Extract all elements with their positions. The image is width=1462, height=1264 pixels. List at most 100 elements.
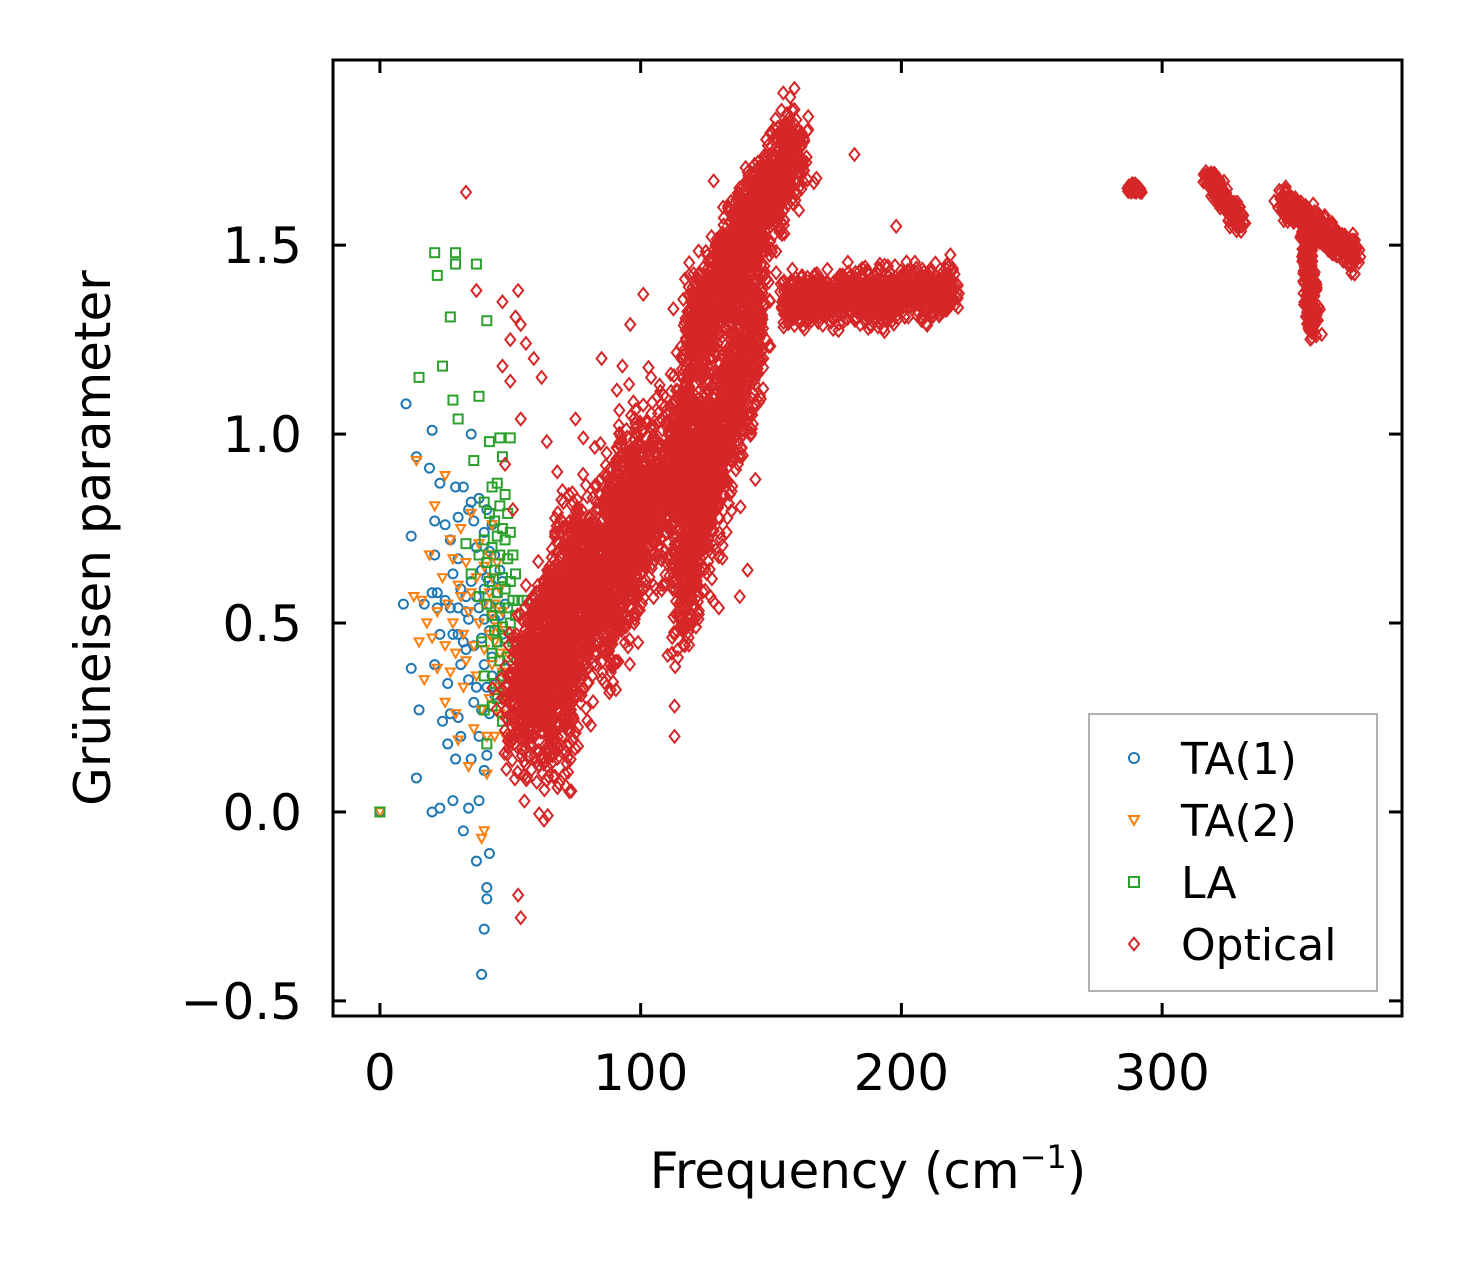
data-point bbox=[603, 531, 617, 548]
data-point bbox=[801, 108, 815, 125]
data-point bbox=[444, 311, 456, 323]
data-point bbox=[510, 568, 522, 580]
data-point bbox=[748, 376, 762, 393]
data-point bbox=[569, 630, 583, 646]
data-point bbox=[599, 457, 613, 474]
data-point bbox=[558, 663, 571, 679]
data-point bbox=[639, 481, 652, 498]
data-point bbox=[522, 705, 536, 722]
data-point bbox=[571, 656, 585, 673]
data-point bbox=[513, 722, 526, 739]
data-point bbox=[470, 671, 483, 683]
data-point bbox=[563, 783, 576, 800]
data-point bbox=[609, 681, 623, 698]
data-point bbox=[723, 359, 737, 376]
data-point bbox=[412, 637, 426, 649]
data-point bbox=[788, 101, 801, 118]
data-point bbox=[470, 855, 482, 867]
data-point bbox=[542, 768, 555, 785]
data-point bbox=[738, 423, 752, 440]
data-point bbox=[631, 634, 645, 651]
data-point bbox=[746, 337, 760, 354]
data-point bbox=[397, 598, 409, 610]
data-point bbox=[512, 687, 525, 704]
data-point bbox=[530, 584, 543, 600]
data-point bbox=[686, 489, 699, 506]
data-point bbox=[536, 713, 549, 730]
data-point bbox=[561, 764, 575, 781]
data-point bbox=[734, 499, 747, 515]
data-point bbox=[457, 682, 470, 694]
data-point bbox=[692, 360, 706, 377]
data-point bbox=[692, 602, 706, 619]
data-point bbox=[523, 711, 536, 728]
data-point bbox=[553, 678, 567, 695]
data-point bbox=[447, 628, 459, 640]
data-point bbox=[442, 677, 454, 689]
data-point bbox=[515, 740, 529, 757]
data-point bbox=[459, 557, 473, 570]
data-point bbox=[624, 407, 638, 424]
data-point bbox=[677, 291, 690, 308]
data-point bbox=[569, 529, 583, 545]
data-point bbox=[673, 587, 687, 603]
data-point bbox=[486, 609, 498, 621]
data-point bbox=[535, 658, 549, 675]
data-point bbox=[529, 742, 543, 759]
data-point bbox=[548, 510, 562, 527]
data-point bbox=[580, 488, 594, 505]
data-point bbox=[694, 451, 707, 468]
data-point bbox=[597, 586, 610, 603]
data-point bbox=[552, 560, 566, 576]
data-point bbox=[598, 674, 611, 691]
data-point bbox=[478, 826, 491, 838]
data-point bbox=[509, 686, 523, 703]
data-point bbox=[676, 587, 690, 603]
data-point bbox=[566, 682, 580, 699]
data-point bbox=[447, 568, 459, 580]
data-point bbox=[568, 650, 582, 667]
data-point bbox=[551, 569, 564, 585]
data-point bbox=[561, 648, 575, 665]
data-point bbox=[747, 318, 760, 334]
data-point bbox=[501, 726, 514, 743]
data-point bbox=[470, 258, 482, 270]
data-point bbox=[560, 737, 574, 754]
data-point bbox=[410, 455, 423, 468]
data-point bbox=[578, 573, 591, 590]
data-point bbox=[641, 437, 655, 454]
data-point bbox=[544, 597, 557, 614]
data-point bbox=[654, 493, 668, 510]
data-point bbox=[565, 550, 578, 567]
data-point bbox=[374, 806, 386, 818]
data-point bbox=[519, 756, 532, 773]
data-point bbox=[620, 523, 634, 540]
data-point bbox=[540, 772, 553, 789]
data-point bbox=[688, 579, 701, 596]
data-point bbox=[742, 358, 756, 374]
data-point bbox=[584, 510, 597, 526]
data-point bbox=[563, 687, 577, 704]
data-point bbox=[682, 629, 695, 646]
data-point bbox=[570, 550, 584, 566]
data-point bbox=[555, 492, 568, 508]
data-point bbox=[709, 453, 723, 470]
data-point bbox=[481, 557, 493, 569]
data-point bbox=[423, 550, 436, 562]
data-point bbox=[615, 583, 628, 600]
data-point bbox=[600, 445, 613, 462]
data-point bbox=[538, 738, 551, 754]
data-point bbox=[465, 428, 477, 440]
data-point bbox=[600, 575, 613, 591]
data-point bbox=[475, 833, 488, 845]
data-point bbox=[438, 697, 452, 709]
data-point bbox=[481, 749, 493, 761]
data-point bbox=[662, 551, 675, 568]
data-point bbox=[548, 528, 562, 545]
data-point bbox=[425, 633, 439, 645]
data-point bbox=[725, 378, 739, 395]
data-point bbox=[431, 607, 444, 619]
data-point bbox=[758, 295, 772, 312]
data-point bbox=[693, 477, 706, 494]
